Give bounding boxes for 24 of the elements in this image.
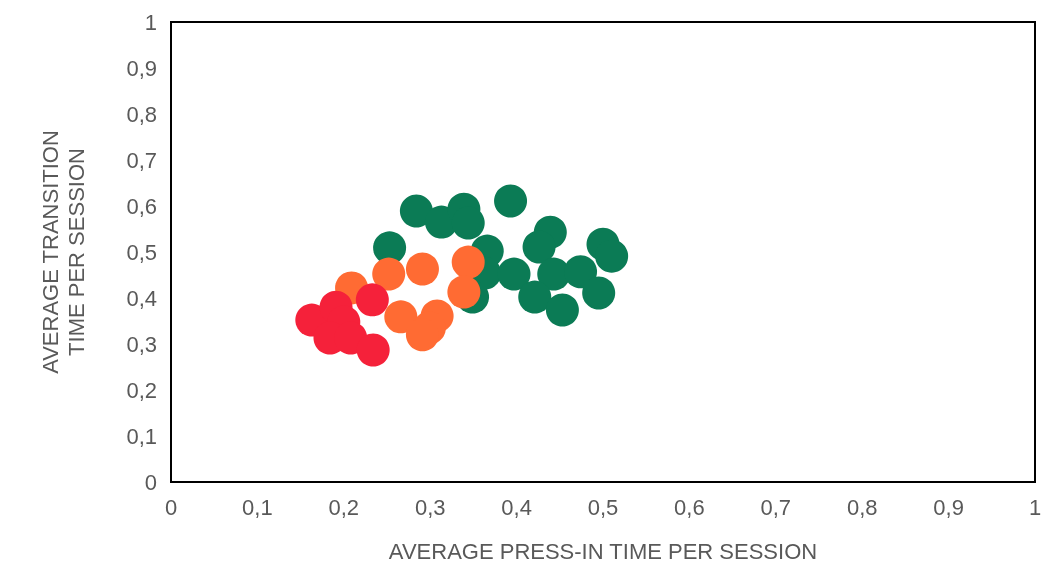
- y-tick-label: 0,2: [126, 377, 157, 403]
- y-tick-label: 0,9: [126, 55, 157, 81]
- x-tick-label: 0,6: [674, 494, 705, 520]
- x-tick-label: 0,8: [846, 494, 878, 520]
- x-tick-label: 0,2: [328, 494, 360, 520]
- x-tick-label: 0,4: [501, 494, 532, 520]
- y-tick-label: 0,5: [126, 239, 157, 265]
- x-axis-title: AVERAGE PRESS-IN TIME PER SESSION: [388, 538, 818, 564]
- y-tick-label: 0: [144, 469, 157, 495]
- y-tick-label: 0,3: [126, 331, 157, 357]
- x-tick-label: 0,3: [414, 494, 446, 520]
- x-tick-label: 0,1: [242, 494, 273, 520]
- x-tick-label: 0,9: [933, 494, 964, 520]
- y-tick-label: 0,4: [126, 285, 157, 311]
- y-tick-label: 0,8: [126, 101, 157, 127]
- y-tick-label: 0,7: [126, 147, 157, 173]
- x-tick-label: 0,7: [760, 494, 792, 520]
- y-tick-label: 0,6: [126, 193, 157, 219]
- x-tick-label: 1: [1028, 494, 1042, 520]
- y-tick-label: 1: [144, 9, 157, 35]
- x-tick-label: 0: [164, 494, 178, 520]
- y-axis-title: AVERAGE TRANSITION TIME PER SESSION: [37, 130, 89, 374]
- x-tick-label: 0,5: [587, 494, 619, 520]
- y-tick-label: 0,1: [126, 423, 157, 449]
